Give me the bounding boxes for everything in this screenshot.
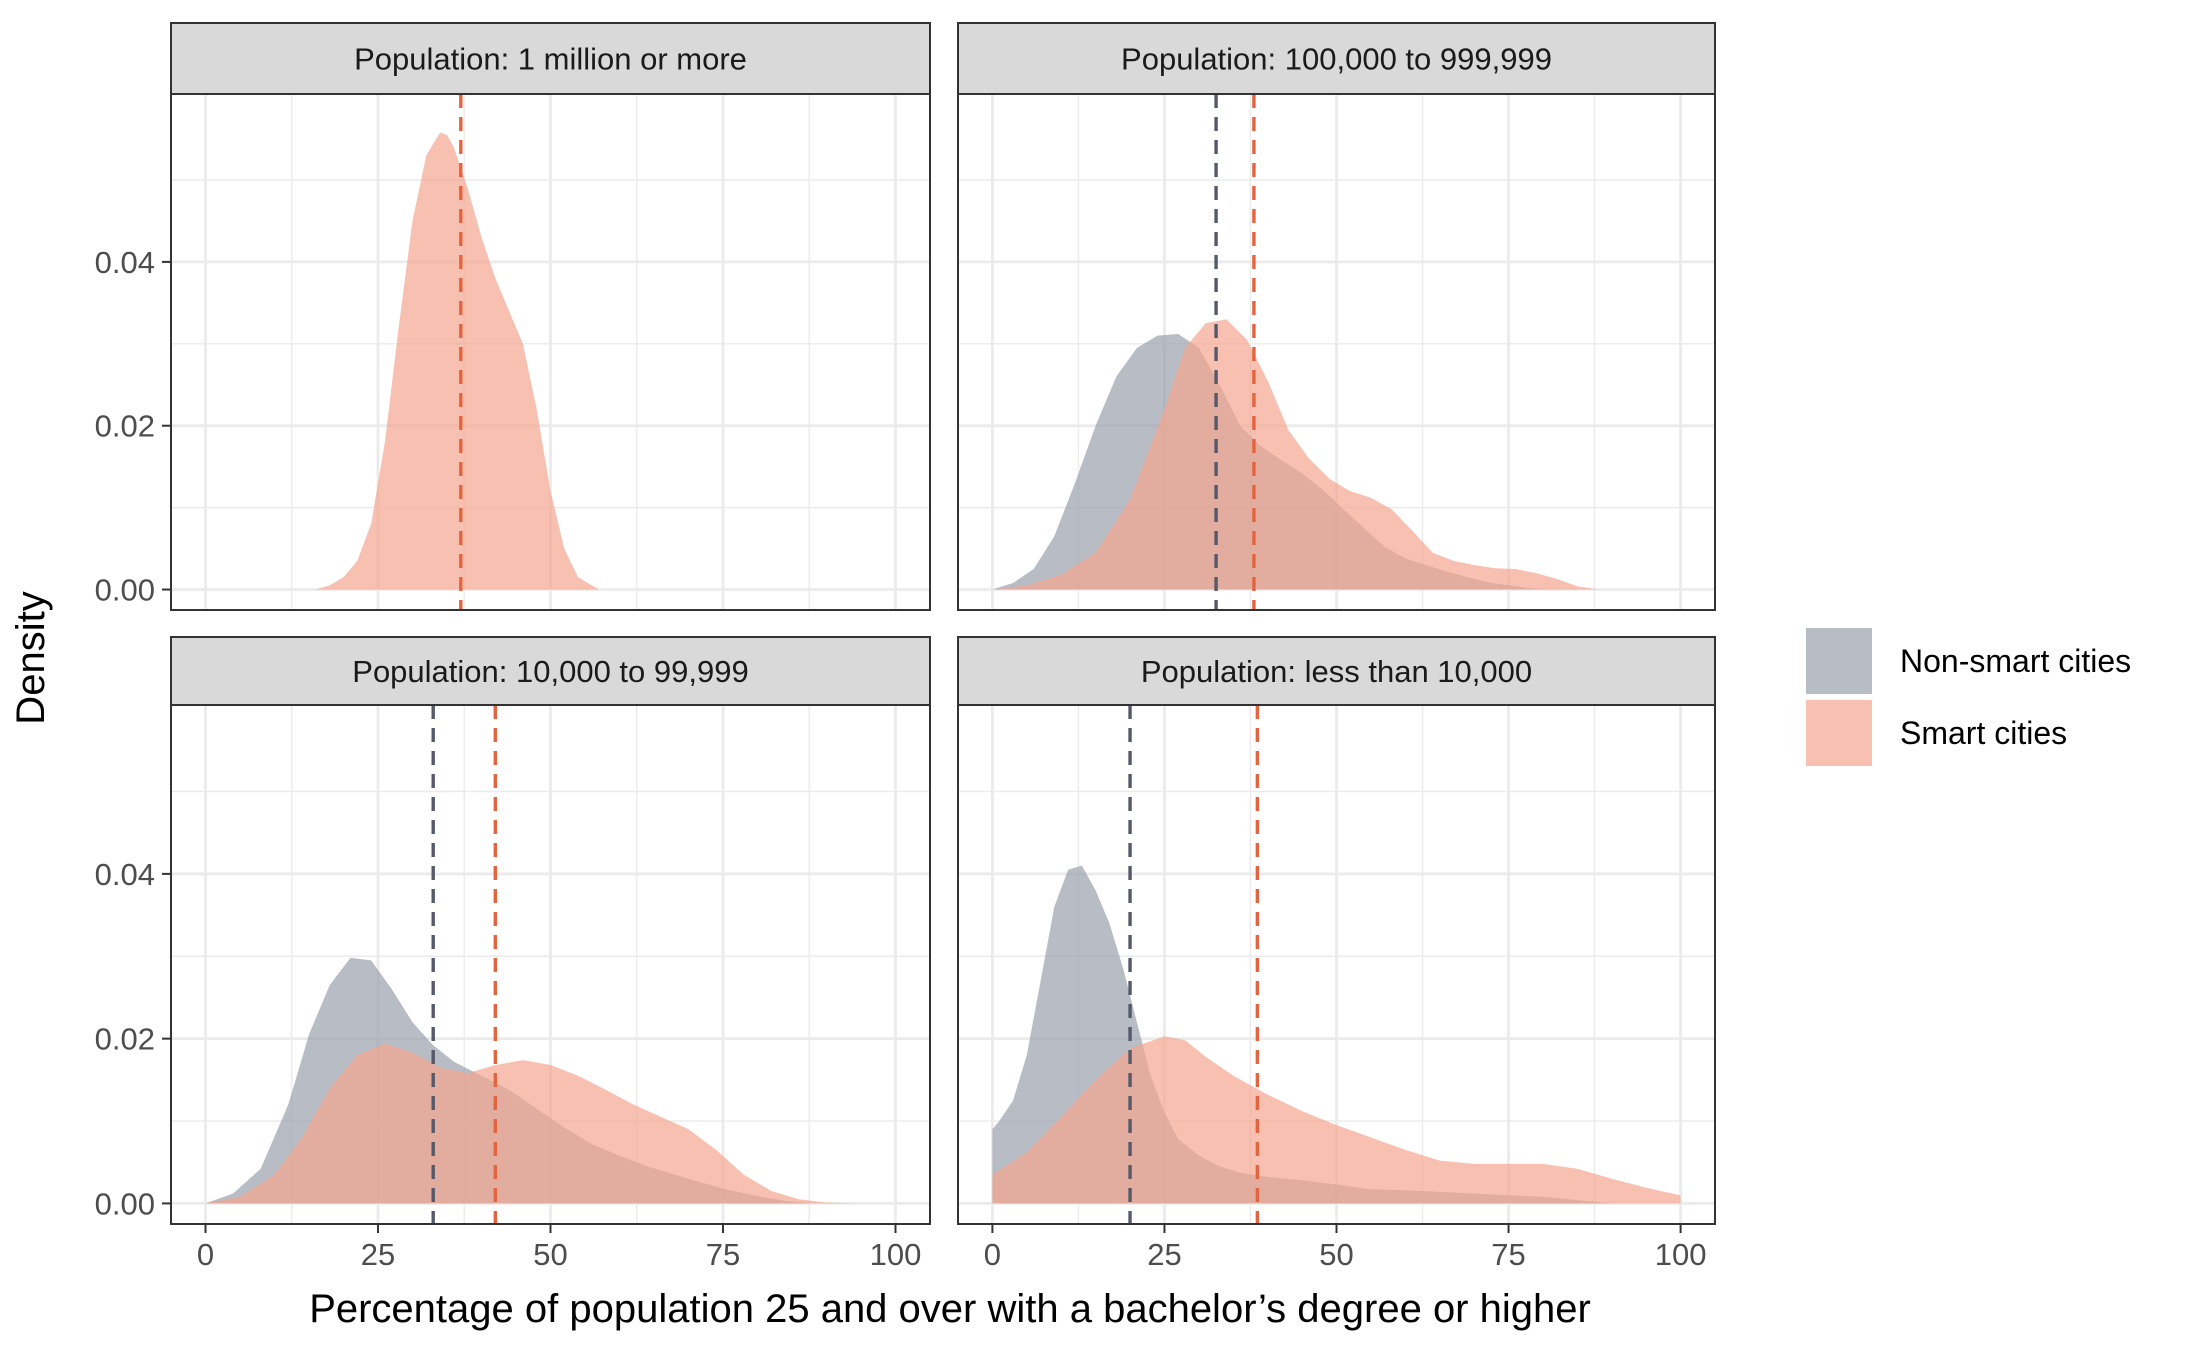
x-tick-label: 75 bbox=[706, 1237, 740, 1272]
x-tick-label: 100 bbox=[1655, 1237, 1707, 1272]
facet-strip bbox=[957, 22, 1716, 95]
legend-key-non-smart bbox=[1806, 628, 1872, 694]
gridlines bbox=[171, 705, 930, 1224]
density-area-smart bbox=[992, 319, 1598, 590]
facet-strip bbox=[957, 636, 1716, 706]
x-axis-title: Percentage of population 25 and over wit… bbox=[309, 1287, 1591, 1331]
y-tick-label: 0.04 bbox=[95, 857, 155, 892]
legend-key-smart bbox=[1806, 700, 1872, 766]
x-tick-label: 0 bbox=[197, 1237, 214, 1272]
legend-label-non-smart: Non-smart cities bbox=[1900, 643, 2131, 679]
facet-strip-label: Population: 100,000 to 999,999 bbox=[1121, 42, 1552, 77]
y-tick-label: 0.02 bbox=[95, 409, 155, 444]
x-tick-label: 25 bbox=[1147, 1237, 1181, 1272]
density-area-smart bbox=[315, 132, 599, 590]
panel-1: Population: 1 million or more bbox=[170, 22, 931, 611]
x-tick-label: 0 bbox=[984, 1237, 1001, 1272]
y-tick-label: 0.02 bbox=[95, 1022, 155, 1057]
x-tick-label: 25 bbox=[361, 1237, 395, 1272]
x-tick-label: 100 bbox=[870, 1237, 922, 1272]
y-tick-label: 0.00 bbox=[95, 573, 155, 608]
y-tick-label: 0.04 bbox=[95, 245, 155, 280]
facet-strip-label: Population: less than 10,000 bbox=[1141, 654, 1532, 689]
y-tick-label: 0.00 bbox=[95, 1186, 155, 1221]
panel-3: Population: 10,000 to 99,999 bbox=[170, 636, 931, 1225]
x-tick-label: 50 bbox=[533, 1237, 567, 1272]
panels-layer: Population: 1 million or more Population:… bbox=[170, 22, 1716, 1225]
facet-strip bbox=[170, 22, 931, 95]
x-tick-label: 50 bbox=[1319, 1237, 1353, 1272]
panel-4: Population: less than 10,000 bbox=[957, 636, 1716, 1225]
facet-strip-label: Population: 10,000 to 99,999 bbox=[352, 654, 748, 689]
facet-strip-label: Population: 1 million or more bbox=[354, 42, 747, 77]
legend-label-smart: Smart cities bbox=[1900, 715, 2067, 751]
facet-strip bbox=[170, 636, 931, 706]
density-area-smart bbox=[205, 1043, 861, 1204]
density-area-smart bbox=[992, 1036, 1681, 1204]
panel-2: Population: 100,000 to 999,999 bbox=[957, 22, 1716, 611]
y-axis-title: Density bbox=[9, 591, 53, 724]
x-tick-label: 75 bbox=[1491, 1237, 1525, 1272]
axes-layer: 0.00 0.02 0.04 0.00 0.02 0.04 0 25 50 75 100 0 25 50 7… bbox=[95, 245, 1707, 1272]
legend: Non-smart cities Smart cities bbox=[1806, 628, 2131, 766]
